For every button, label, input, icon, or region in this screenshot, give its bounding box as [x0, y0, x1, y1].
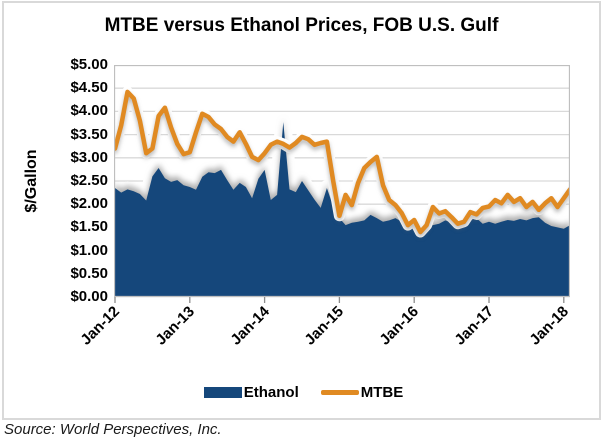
- source-note: Source: World Perspectives, Inc.: [4, 421, 222, 438]
- y-axis-tick-label: $0.50: [70, 264, 108, 282]
- y-axis-tick-label: $4.50: [70, 79, 108, 97]
- ethanol-swatch: [203, 387, 242, 398]
- chart-legend: Ethanol MTBE: [0, 384, 607, 401]
- legend-item-ethanol: Ethanol: [203, 384, 299, 401]
- mtbe-line: [114, 89, 570, 235]
- y-axis-tick-label: $2.00: [70, 195, 108, 213]
- y-axis-tick-label: $5.00: [70, 56, 108, 73]
- y-axis-tick-label: $3.00: [70, 148, 108, 166]
- y-axis-tick-label: $1.50: [70, 218, 108, 236]
- chart-title: MTBE versus Ethanol Prices, FOB U.S. Gul…: [104, 15, 499, 36]
- y-axis-tick-label: $3.50: [70, 125, 108, 143]
- plot-area: [114, 65, 570, 303]
- legend-item-mtbe: MTBE: [320, 384, 404, 401]
- legend-label: MTBE: [360, 384, 404, 401]
- y-axis-tick-label: $0.00: [70, 288, 108, 305]
- y-axis-tick-label: $1.00: [70, 241, 108, 259]
- y-axis-tick-label: $2.50: [70, 172, 108, 189]
- ethanol-area: [115, 122, 570, 297]
- legend-label: Ethanol: [243, 384, 299, 401]
- y-axis-tick-label: $4.00: [70, 102, 108, 120]
- mtbe-swatch: [320, 390, 359, 395]
